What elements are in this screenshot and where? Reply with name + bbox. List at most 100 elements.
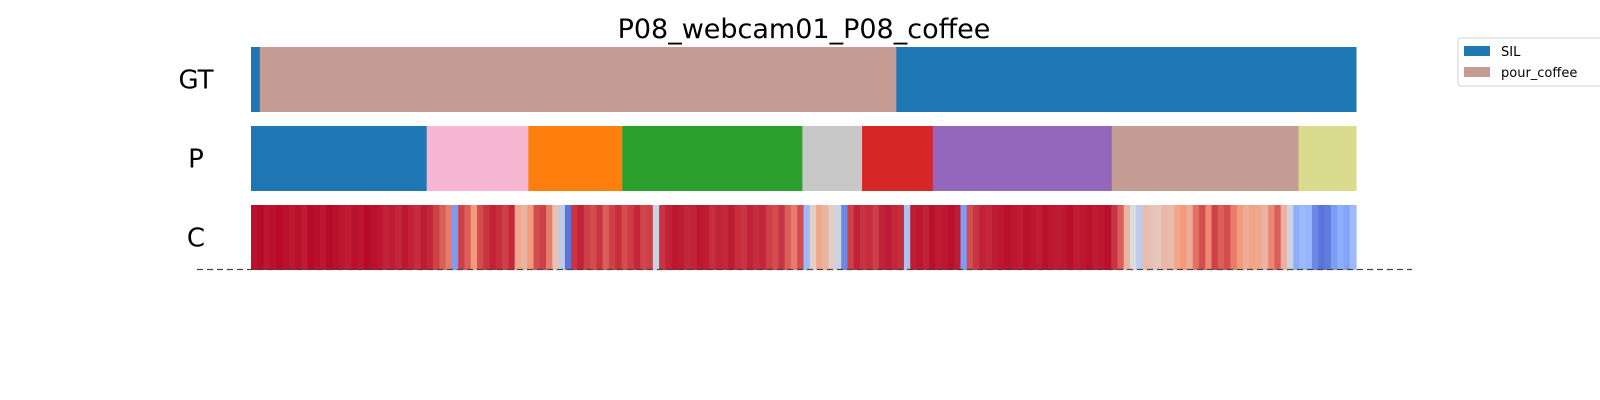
confidence-cell bbox=[1337, 205, 1345, 270]
segment-bar bbox=[896, 47, 1357, 112]
confidence-cell bbox=[929, 205, 936, 270]
confidence-cell bbox=[364, 205, 371, 270]
confidence-cell bbox=[966, 205, 974, 270]
confidence-cell bbox=[1268, 205, 1275, 270]
confidence-cell bbox=[332, 205, 340, 270]
confidence-cell bbox=[351, 205, 359, 270]
confidence-cell bbox=[577, 205, 585, 270]
confidence-cell bbox=[426, 205, 434, 270]
confidence-cell bbox=[608, 205, 616, 270]
confidence-cell bbox=[684, 205, 692, 270]
confidence-cell bbox=[696, 205, 704, 270]
chart-title: P08_webcam01_P08_coffee bbox=[618, 14, 991, 45]
confidence-cell bbox=[508, 205, 516, 270]
confidence-cell bbox=[1186, 205, 1194, 270]
confidence-cell bbox=[985, 205, 993, 270]
confidence-cell bbox=[1086, 205, 1093, 270]
confidence-cell bbox=[445, 205, 453, 270]
confidence-cell bbox=[401, 205, 409, 270]
confidence-cell bbox=[640, 205, 648, 270]
confidence-cell bbox=[370, 205, 378, 270]
confidence-cell bbox=[1042, 205, 1049, 270]
confidence-cell bbox=[803, 205, 811, 270]
confidence-cell bbox=[458, 205, 466, 270]
confidence-cell bbox=[841, 205, 849, 270]
confidence-cell bbox=[885, 205, 892, 270]
confidence-cell bbox=[1224, 205, 1232, 270]
confidence-cell bbox=[1305, 205, 1313, 270]
confidence-cell bbox=[1129, 205, 1137, 270]
confidence-cell bbox=[790, 205, 798, 270]
confidence-cell bbox=[973, 205, 980, 270]
confidence-cell bbox=[1010, 205, 1018, 270]
confidence-cell bbox=[991, 205, 999, 270]
confidence-cell bbox=[1155, 205, 1162, 270]
segment-bar bbox=[528, 126, 623, 191]
segment-bar bbox=[259, 47, 897, 112]
confidence-cell bbox=[1255, 205, 1263, 270]
confidence-cell bbox=[784, 205, 792, 270]
confidence-cell bbox=[910, 205, 918, 270]
confidence-cell bbox=[947, 205, 955, 270]
confidence-cell bbox=[998, 205, 1006, 270]
confidence-cell bbox=[646, 205, 654, 270]
confidence-cell bbox=[728, 205, 736, 270]
confidence-cell bbox=[1261, 205, 1269, 270]
row-label: GT bbox=[178, 66, 213, 96]
confidence-cell bbox=[269, 205, 277, 270]
confidence-cell bbox=[759, 205, 767, 270]
confidence-cell bbox=[1029, 205, 1037, 270]
confidence-cell bbox=[834, 205, 842, 270]
confidence-cell bbox=[326, 205, 334, 270]
confidence-cell bbox=[753, 205, 761, 270]
confidence-cell bbox=[903, 205, 911, 270]
confidence-cell bbox=[703, 205, 710, 270]
legend: SIL pour_coffee bbox=[1457, 37, 1600, 87]
confidence-cell bbox=[1079, 205, 1087, 270]
confidence-cell bbox=[1280, 205, 1288, 270]
confidence-cell bbox=[294, 205, 302, 270]
confidence-cell bbox=[564, 205, 572, 270]
confidence-cell bbox=[778, 205, 786, 270]
confidence-cell bbox=[891, 205, 899, 270]
confidence-cell bbox=[1111, 205, 1119, 270]
confidence-cell bbox=[659, 205, 666, 270]
confidence-cell bbox=[414, 205, 422, 270]
confidence-cell bbox=[1117, 205, 1125, 270]
confidence-cell bbox=[376, 205, 384, 270]
confidence-cell bbox=[470, 205, 478, 270]
confidence-cell bbox=[740, 205, 748, 270]
confidence-cell bbox=[514, 205, 522, 270]
confidence-cell bbox=[1004, 205, 1012, 270]
confidence-cell bbox=[1192, 205, 1200, 270]
confidence-cell bbox=[1349, 205, 1357, 270]
confidence-cell bbox=[1092, 205, 1100, 270]
confidence-cell bbox=[1236, 205, 1244, 270]
confidence-cell bbox=[721, 205, 729, 270]
confidence-cell bbox=[652, 205, 660, 270]
confidence-cell bbox=[615, 205, 623, 270]
confidence-cell bbox=[282, 205, 290, 270]
confidence-cell bbox=[382, 205, 390, 270]
confidence-cell bbox=[1136, 205, 1144, 270]
legend-swatch bbox=[1464, 67, 1490, 77]
confidence-cell bbox=[1180, 205, 1188, 270]
confidence-cell bbox=[571, 205, 579, 270]
confidence-cell bbox=[627, 205, 635, 270]
row-c: C bbox=[187, 205, 1357, 270]
confidence-cell bbox=[878, 205, 886, 270]
confidence-cell bbox=[954, 205, 962, 270]
confidence-cell bbox=[715, 205, 723, 270]
confidence-cell bbox=[1167, 205, 1175, 270]
confidence-cell bbox=[633, 205, 641, 270]
confidence-cell bbox=[1035, 205, 1043, 270]
confidence-cell bbox=[357, 205, 365, 270]
confidence-cell bbox=[301, 205, 309, 270]
confidence-cell bbox=[860, 205, 867, 270]
confidence-cell bbox=[451, 205, 459, 270]
confidence-cell bbox=[1211, 205, 1219, 270]
confidence-cell bbox=[828, 205, 836, 270]
segment-bar bbox=[251, 47, 261, 112]
confidence-cell bbox=[816, 205, 823, 270]
